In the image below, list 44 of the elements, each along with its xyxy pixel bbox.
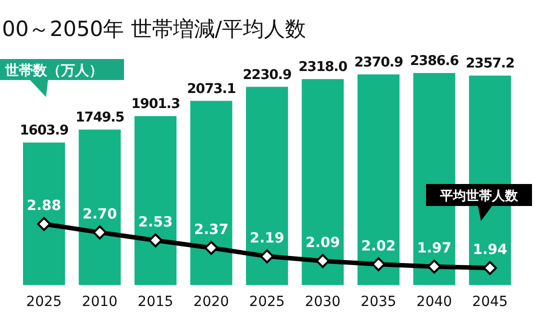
data-label: 2386.6 — [410, 53, 459, 69]
point — [37, 217, 51, 231]
data-label: 2.19 — [250, 230, 284, 246]
data-label: 2357.2 — [466, 56, 514, 72]
data-label: 2318.0 — [298, 59, 348, 76]
bar — [23, 142, 65, 285]
x-tick-label: 2030 — [304, 294, 341, 310]
data-label: 1.94 — [472, 242, 508, 258]
point — [260, 249, 274, 264]
point — [204, 240, 218, 255]
point — [92, 225, 107, 240]
data-label: 1.97 — [416, 240, 452, 257]
point — [427, 260, 442, 274]
bar — [78, 130, 121, 285]
point — [372, 257, 386, 272]
point — [316, 254, 330, 268]
data-label: 2073.1 — [187, 80, 236, 97]
bar — [302, 79, 344, 285]
x-tick-label: 2045 — [472, 294, 508, 310]
bar — [190, 100, 232, 285]
data-label: 2.37 — [194, 222, 229, 238]
data-label: 2.02 — [361, 238, 396, 254]
data-label: 2.53 — [138, 214, 173, 230]
x-tick-label: 2015 — [138, 294, 174, 310]
bar — [358, 74, 400, 285]
x-tick-label: 2025 — [249, 294, 285, 310]
x-tick-label: 2020 — [193, 294, 230, 310]
data-label: 2.09 — [305, 234, 340, 251]
data-label: 1603.9 — [20, 122, 68, 139]
data-label: 1749.5 — [76, 110, 124, 126]
data-label: 1901.3 — [131, 96, 180, 112]
bar — [246, 86, 288, 285]
data-label: 2370.9 — [354, 54, 403, 70]
x-tick-label: 2010 — [82, 294, 118, 310]
x-tick-label: 2025 — [26, 294, 62, 310]
data-label: 2.70 — [82, 206, 118, 222]
data-label: 2230.9 — [242, 66, 292, 83]
bar — [134, 116, 176, 285]
x-tick-label: 2035 — [360, 294, 396, 310]
point — [483, 261, 497, 275]
data-label: 2.88 — [26, 198, 62, 214]
title: 00～2050年 世帯増減/平均人数 — [2, 17, 306, 41]
point — [148, 233, 162, 248]
x-tick-label: 2040 — [416, 294, 452, 310]
